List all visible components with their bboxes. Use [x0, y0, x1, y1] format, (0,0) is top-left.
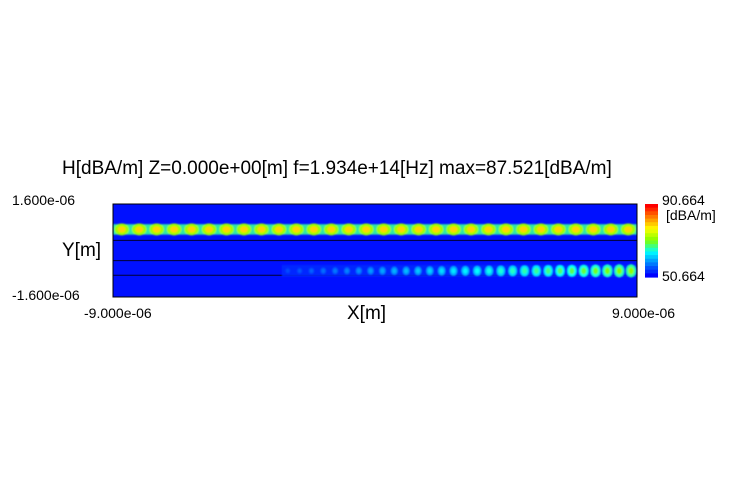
hot-spot-core: [439, 268, 444, 274]
hot-spot-core: [368, 268, 373, 273]
hot-spot-core: [257, 226, 266, 233]
hot-spot-core: [392, 268, 397, 274]
hot-spot-core: [510, 267, 516, 274]
hot-spot-core: [467, 226, 476, 233]
hot-spot-core: [624, 226, 633, 233]
hot-spot-core: [606, 226, 615, 233]
hot-spot-core: [498, 267, 504, 274]
colorbar-segment: [645, 218, 658, 223]
colorbar-segment: [645, 247, 658, 253]
hot-spot-core: [345, 268, 349, 273]
hot-spot-core: [522, 267, 527, 274]
heatmap-background: [113, 204, 637, 297]
hot-spot-core: [379, 226, 388, 233]
hot-spot-core: [536, 226, 545, 233]
hot-spot-core: [380, 268, 385, 274]
field-band-2: [281, 264, 637, 278]
hot-spot-core: [557, 267, 563, 275]
hot-spot-core: [569, 267, 575, 275]
x-tick-max: 9.000e-06: [612, 305, 676, 321]
x-axis-label: X[m]: [347, 303, 387, 324]
hot-spot-core: [274, 226, 283, 233]
hot-spot-core: [581, 267, 587, 275]
colorbar-segment: [645, 225, 658, 231]
hot-spot-core: [463, 268, 468, 274]
plot-frame: [112, 203, 638, 298]
x-tick-min: -9.000e-06: [84, 305, 152, 321]
field-band-glow: [281, 265, 637, 277]
hot-spot-core: [616, 267, 622, 275]
hot-spot-core: [474, 268, 480, 274]
colorbar-segment: [645, 233, 658, 238]
hot-spot-core: [404, 268, 409, 274]
hot-spot-core: [484, 226, 493, 233]
hot-spot-core: [222, 226, 231, 233]
colorbar-segment: [645, 211, 658, 216]
hot-spot-core: [117, 226, 126, 233]
hot-spot-core: [187, 226, 196, 233]
hot-spot-core: [519, 226, 528, 233]
colorbar-segment: [645, 240, 658, 245]
hot-spot-core: [205, 226, 214, 233]
hot-spot-core: [501, 226, 511, 233]
hot-spot-core: [397, 226, 406, 233]
colorbar-unit-label: [dBA/m]: [666, 207, 716, 223]
hot-spot-core: [432, 226, 441, 233]
colorbar-max-label: 90.664: [662, 192, 705, 208]
hot-spot-core: [449, 226, 458, 233]
hot-spot-core: [533, 267, 539, 274]
plot-area: [112, 203, 638, 298]
hot-spot-core: [333, 268, 337, 273]
hot-spot-core: [135, 226, 144, 233]
hot-spot-core: [309, 269, 313, 273]
colorbar-min-label: 50.664: [662, 268, 705, 284]
colorbar-segment: [645, 273, 658, 278]
colorbar-segment: [645, 214, 658, 220]
hot-spot-core: [592, 267, 599, 275]
colorbar-segment: [645, 244, 658, 249]
colorbar-segment: [645, 262, 658, 267]
colorbar-segment: [645, 204, 658, 209]
colorbar: [645, 204, 658, 278]
y-axis-label: Y[m]: [62, 240, 102, 261]
hot-spot-core: [357, 268, 361, 273]
hot-spot-core: [309, 226, 318, 233]
chart-title: H[dBA/m] Z=0.000e+00[m] f=1.934e+14[Hz] …: [62, 158, 612, 179]
colorbar-segment: [645, 222, 658, 227]
colorbar-segment: [645, 236, 658, 242]
hot-spot-core: [571, 226, 580, 233]
hot-spot-core: [170, 226, 179, 233]
colorbar-segment: [645, 266, 658, 271]
colorbar-segment: [645, 207, 658, 212]
hot-spot-core: [321, 269, 325, 273]
hot-spot-core: [414, 226, 423, 233]
hot-spot-core: [327, 226, 336, 233]
colorbar-segment: [645, 258, 658, 263]
hot-spot-core: [239, 226, 249, 233]
hot-spot-core: [362, 226, 371, 233]
y-tick-min: -1.600e-06: [12, 287, 80, 303]
hot-spot-core: [451, 268, 456, 274]
hot-spot-core: [344, 226, 353, 233]
hot-spot-core: [152, 226, 161, 233]
colorbar-segment: [645, 229, 658, 234]
hot-spot-core: [589, 226, 598, 233]
y-tick-max: 1.600e-06: [12, 192, 76, 208]
field-band-1: [113, 223, 637, 236]
hot-spot-core: [486, 268, 492, 274]
hot-spot-core: [554, 226, 563, 233]
hot-spot-core: [416, 268, 420, 274]
hot-spot-core: [292, 226, 301, 233]
colorbar-segment: [645, 251, 658, 256]
hot-spot-core: [427, 268, 432, 274]
field-band-glow: [113, 224, 637, 235]
hot-spot-core: [604, 267, 611, 275]
hot-spot-core: [286, 269, 290, 273]
hot-spot-core: [298, 269, 302, 273]
colorbar-segment: [645, 269, 658, 274]
hot-spot-core: [628, 267, 634, 275]
hot-spot-core: [545, 267, 551, 275]
colorbar-segment: [645, 255, 658, 260]
